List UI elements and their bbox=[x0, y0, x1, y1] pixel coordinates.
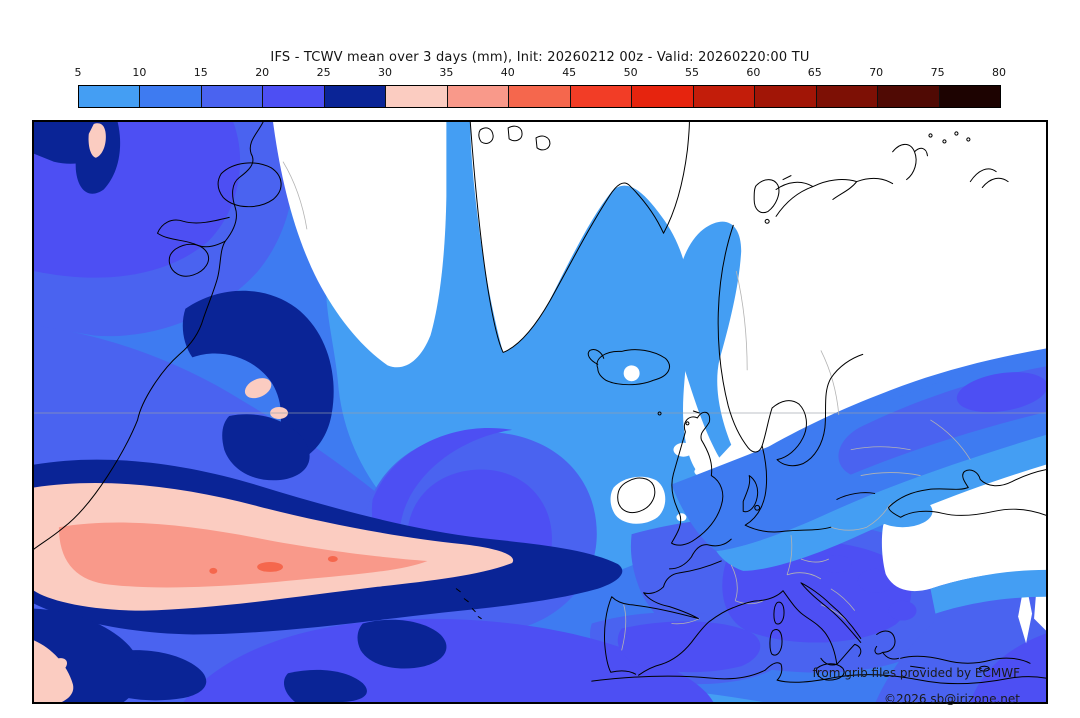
colorbar-tick-label: 5 bbox=[74, 66, 82, 79]
colorbar-tick-label: 75 bbox=[930, 66, 945, 79]
colorbar-segment bbox=[79, 86, 140, 107]
colorbar-tick-label: 55 bbox=[685, 66, 699, 79]
dry-white-regions bbox=[273, 122, 1046, 644]
colorbar-segment bbox=[200, 86, 263, 107]
colorbar-tick-label: 35 bbox=[439, 66, 454, 79]
colorbar-segment bbox=[938, 86, 1001, 107]
colorbar-tick-label: 30 bbox=[378, 66, 392, 79]
colorbar-tick-label: 70 bbox=[869, 66, 884, 79]
colorbar-tick-label: 65 bbox=[807, 66, 822, 79]
colorbar-tick-label: 15 bbox=[193, 66, 208, 79]
attribution-line1: from grib files provided by ECMWF bbox=[812, 666, 1020, 680]
colorbar-segment bbox=[262, 86, 324, 107]
country-borders bbox=[282, 161, 971, 651]
map-frame: from grib files provided by ECMWF ©2026 … bbox=[32, 120, 1048, 706]
colorbar-segment bbox=[446, 86, 509, 107]
weather-map bbox=[34, 122, 1046, 702]
colorbar-tick-label: 10 bbox=[132, 66, 147, 79]
colorbar-ticks: 5 10 15 20 25 30 35 40 45 50 55 60 65 70 75 80 bbox=[0, 66, 1080, 80]
colorbar-segment bbox=[139, 86, 201, 107]
coastlines bbox=[34, 122, 1046, 685]
colorbar-segment bbox=[692, 86, 755, 107]
attribution-line2: ©2026 sb@irizone.net bbox=[884, 692, 1020, 706]
colorbar-segment bbox=[508, 86, 570, 107]
colorbar-tick-label: 80 bbox=[992, 66, 1006, 79]
colorbar-tick-label: 50 bbox=[623, 66, 638, 79]
colorbar-segment bbox=[815, 86, 878, 107]
colorbar-segment bbox=[385, 86, 447, 107]
colorbar-tick-label: 25 bbox=[316, 66, 331, 79]
map-title: IFS - TCWV mean over 3 days (mm), Init: … bbox=[270, 50, 810, 65]
colorbar-tick-label: 60 bbox=[746, 66, 761, 79]
colorbar-segment bbox=[754, 86, 816, 107]
attribution: from grib files provided by ECMWF ©2026 … bbox=[812, 660, 1020, 712]
colorbar-segment bbox=[323, 86, 386, 107]
colorbar-segment bbox=[569, 86, 632, 107]
colorbar-tick-label: 40 bbox=[500, 66, 515, 79]
colorbar-tick-label: 20 bbox=[255, 66, 270, 79]
colorbar-segment bbox=[631, 86, 693, 107]
overlay-bands bbox=[623, 221, 1046, 614]
colorbar-tick-label: 45 bbox=[562, 66, 577, 79]
colorbar-segment bbox=[877, 86, 939, 107]
colorbar-swatches bbox=[78, 85, 1001, 108]
